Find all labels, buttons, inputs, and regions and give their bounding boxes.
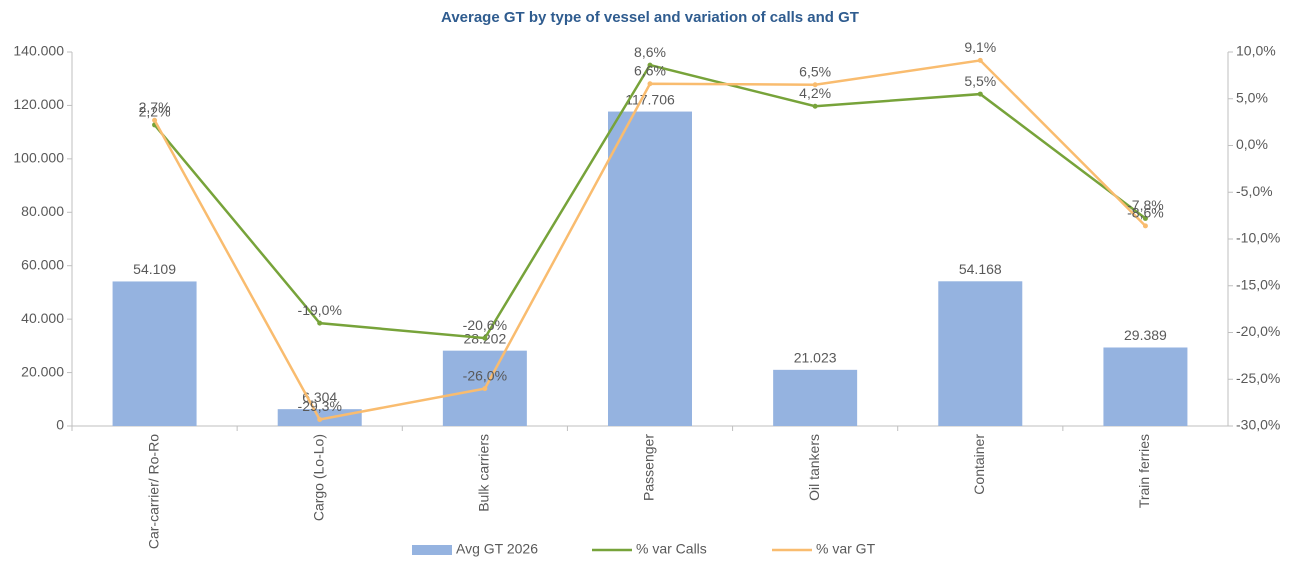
x-tick-label: Cargo (Lo-Lo) — [310, 434, 326, 521]
line-marker — [317, 416, 323, 422]
bar-value-label: 54.109 — [133, 261, 176, 277]
x-tick-label: Car-carrier/ Ro-Ro — [145, 434, 161, 549]
bar-value-label: 21.023 — [794, 350, 837, 366]
legend-swatch — [412, 545, 452, 555]
line-marker — [977, 91, 983, 97]
legend-label: Avg GT 2026 — [456, 541, 538, 557]
y2-tick-label: -30,0% — [1236, 417, 1280, 433]
y-tick-label: 140.000 — [13, 43, 64, 59]
y2-tick-label: 0,0% — [1236, 136, 1268, 152]
x-tick-label: Passenger — [641, 434, 657, 501]
y-tick-label: 100.000 — [13, 150, 64, 166]
bar — [608, 111, 692, 427]
line-value-label: 9,1% — [964, 39, 996, 55]
y2-tick-label: 10,0% — [1236, 43, 1276, 59]
line-marker — [482, 386, 488, 392]
chart-title: Average GT by type of vessel and variati… — [441, 9, 859, 26]
bar — [112, 281, 197, 426]
line-value-label: 2,7% — [139, 99, 171, 115]
y-tick-label: 40.000 — [21, 310, 64, 326]
bar-value-label: 117.706 — [625, 91, 675, 107]
y2-tick-label: -5,0% — [1236, 183, 1273, 199]
line-value-label: 2,2% — [139, 104, 171, 120]
bar-value-label: 54.168 — [959, 261, 1002, 277]
y-tick-label: 80.000 — [21, 203, 64, 219]
line-marker — [152, 117, 158, 123]
legend-label: % var GT — [816, 541, 876, 557]
line-value-label: 6,5% — [799, 63, 831, 79]
line-marker — [317, 320, 323, 326]
legend-label: % var Calls — [636, 541, 707, 557]
line-marker — [812, 103, 818, 109]
line-marker — [647, 62, 653, 68]
line-marker — [812, 82, 818, 88]
x-tick-label: Container — [971, 434, 987, 495]
y2-tick-label: 5,0% — [1236, 89, 1268, 105]
y2-tick-label: -15,0% — [1236, 276, 1280, 292]
y-tick-label: 60.000 — [21, 256, 64, 272]
line-value-label: 5,5% — [964, 73, 996, 89]
bar — [938, 281, 1023, 426]
bar — [773, 369, 858, 426]
line-value-label: 6,6% — [634, 62, 666, 78]
line-value-label: -26,0% — [463, 367, 507, 383]
line-marker — [482, 335, 488, 341]
line-value-label: -19,0% — [298, 302, 342, 318]
y2-tick-label: -20,0% — [1236, 323, 1280, 339]
line-marker — [1142, 223, 1148, 229]
y-tick-label: 20.000 — [21, 363, 64, 379]
line-value-label: -29,3% — [298, 398, 342, 414]
y-tick-label: 0 — [56, 417, 64, 433]
x-tick-label: Train ferries — [1136, 434, 1152, 508]
bar — [1103, 347, 1188, 426]
y2-tick-label: -25,0% — [1236, 370, 1280, 386]
line-value-label: 8,6% — [634, 44, 666, 60]
y-tick-label: 120.000 — [13, 96, 64, 112]
line-value-label: -20,6% — [463, 317, 507, 333]
x-tick-label: Oil tankers — [806, 434, 822, 501]
y2-tick-label: -10,0% — [1236, 230, 1280, 246]
line-marker — [647, 81, 653, 87]
x-tick-label: Bulk carriers — [476, 434, 492, 512]
line-value-label: -8,6% — [1127, 205, 1164, 221]
line-value-label: -7,8% — [1127, 197, 1164, 213]
bar-value-label: 6.304 — [302, 389, 337, 405]
line-value-label: 4,2% — [799, 85, 831, 101]
bar-value-label: 29.389 — [1124, 327, 1167, 343]
line-marker — [977, 57, 983, 63]
line-marker — [1142, 215, 1148, 221]
